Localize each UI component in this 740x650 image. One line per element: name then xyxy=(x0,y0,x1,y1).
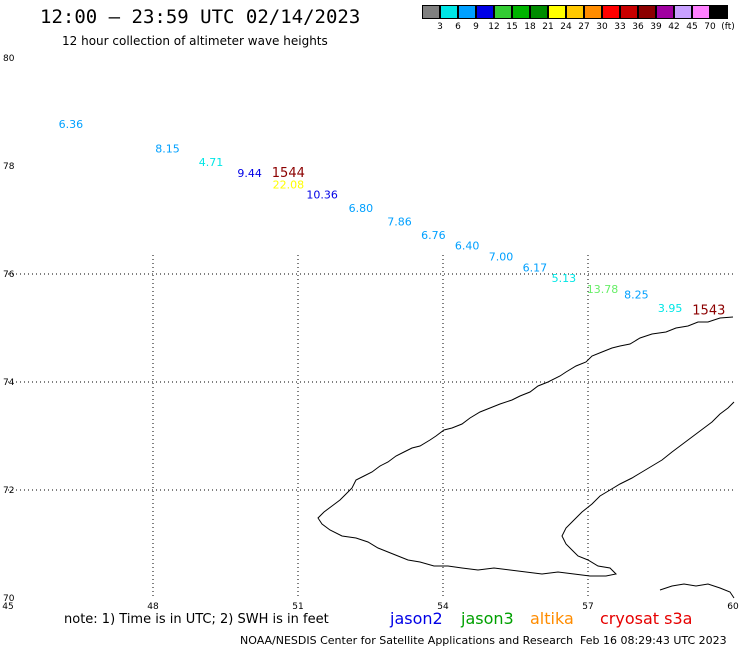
lon-tick-57: 57 xyxy=(582,602,593,612)
legend-label-9: 9 xyxy=(473,22,479,32)
wave-height-label: 7.86 xyxy=(387,215,412,228)
wave-height-label: 6.17 xyxy=(523,261,548,274)
legend-label-45: 45 xyxy=(686,22,698,32)
wave-height-label: 8.25 xyxy=(624,288,649,301)
legend-label-36: 36 xyxy=(632,22,644,32)
legend-swatch-9 xyxy=(458,5,476,19)
legend-label-42: 42 xyxy=(668,22,680,32)
legend-swatch-33 xyxy=(602,5,620,19)
map-title: 12:00 — 23:59 UTC 02/14/2023 xyxy=(40,6,361,28)
legend-swatch-max xyxy=(710,5,728,19)
lat-tick-80: 80 xyxy=(3,54,15,64)
legend-swatch-30 xyxy=(584,5,602,19)
legend-label-33: 33 xyxy=(614,22,626,32)
legend-unit: (ft) xyxy=(721,22,735,32)
axis-tick-labels: 45 48 51 54 57 60 70 72 74 76 78 80 xyxy=(2,54,739,612)
southern-island-coastline xyxy=(659,583,735,599)
legend-swatch-36 xyxy=(620,5,638,19)
wave-height-label: 3.95 xyxy=(658,302,683,315)
wave-height-label: 1543 xyxy=(692,304,725,319)
legend-label-6: 6 xyxy=(455,22,461,32)
lon-tick-54: 54 xyxy=(437,602,449,612)
legend-label-24: 24 xyxy=(560,22,572,32)
legend-swatch-21 xyxy=(530,5,548,19)
legend-swatch-6 xyxy=(440,5,458,19)
legend-swatch-27 xyxy=(566,5,584,19)
lat-tick-70: 70 xyxy=(3,594,15,604)
legend-label-3: 3 xyxy=(437,22,443,32)
wave-height-label: 6.36 xyxy=(59,118,84,131)
land-outline xyxy=(317,316,735,599)
legend-swatch-24 xyxy=(548,5,566,19)
legend-label-70: 70 xyxy=(704,22,716,32)
legend-swatch-15 xyxy=(494,5,512,19)
lon-tick-60: 60 xyxy=(727,602,739,612)
satellite-altika: altika xyxy=(530,609,574,628)
lat-tick-72: 72 xyxy=(3,486,14,496)
wave-height-label: 6.80 xyxy=(349,202,374,215)
wave-height-label: 13.78 xyxy=(587,283,619,296)
legend-swatch-12 xyxy=(476,5,494,19)
credit-line: NOAA/NESDIS Center for Satellite Applica… xyxy=(240,634,574,647)
footer-note: note: 1) Time is in UTC; 2) SWH is in fe… xyxy=(64,612,329,627)
wave-height-label: 4.71 xyxy=(199,156,224,169)
graticule-grid xyxy=(8,255,733,598)
wave-height-label: 1544 xyxy=(272,166,305,181)
legend-swatch-70 xyxy=(692,5,710,19)
lat-tick-76: 76 xyxy=(3,270,15,280)
satellite-cryosat-s3a: cryosat s3a xyxy=(600,609,693,628)
lat-tick-78: 78 xyxy=(3,162,15,172)
lon-tick-51: 51 xyxy=(292,602,303,612)
legend-label-18: 18 xyxy=(524,22,536,32)
wave-height-label: 22.08 xyxy=(273,179,305,192)
legend-swatch-3 xyxy=(422,5,440,19)
wave-height-label: 10.36 xyxy=(306,188,338,201)
novaya-zemlya-coastline xyxy=(317,316,735,577)
legend-label-21: 21 xyxy=(542,22,554,32)
legend-swatch-18 xyxy=(512,5,530,19)
lon-tick-48: 48 xyxy=(147,602,159,612)
wave-height-label: 6.76 xyxy=(421,229,446,242)
legend-label-30: 30 xyxy=(596,22,608,32)
legend-swatch-42 xyxy=(656,5,674,19)
legend-label-27: 27 xyxy=(578,22,590,32)
map-subtitle: 12 hour collection of altimeter wave hei… xyxy=(62,34,328,48)
credit-timestamp: Feb 16 08:29:43 UTC 2023 xyxy=(580,634,727,647)
wave-height-label: 6.40 xyxy=(455,240,480,253)
legend-label-15: 15 xyxy=(506,22,518,32)
lat-tick-74: 74 xyxy=(3,378,15,388)
wave-height-label: 8.15 xyxy=(155,143,180,156)
wave-height-label: 5.13 xyxy=(552,272,577,285)
legend-label-12: 12 xyxy=(488,22,500,32)
wave-height-label: 7.00 xyxy=(489,251,514,264)
wave-height-label: 9.44 xyxy=(237,167,262,180)
satellite-jason3: jason3 xyxy=(461,609,514,628)
legend-swatch-39 xyxy=(638,5,656,19)
legend-label-39: 39 xyxy=(650,22,662,32)
satellite-jason2: jason2 xyxy=(390,609,443,628)
lon-tick-45: 45 xyxy=(2,602,13,612)
legend-swatch-45 xyxy=(674,5,692,19)
